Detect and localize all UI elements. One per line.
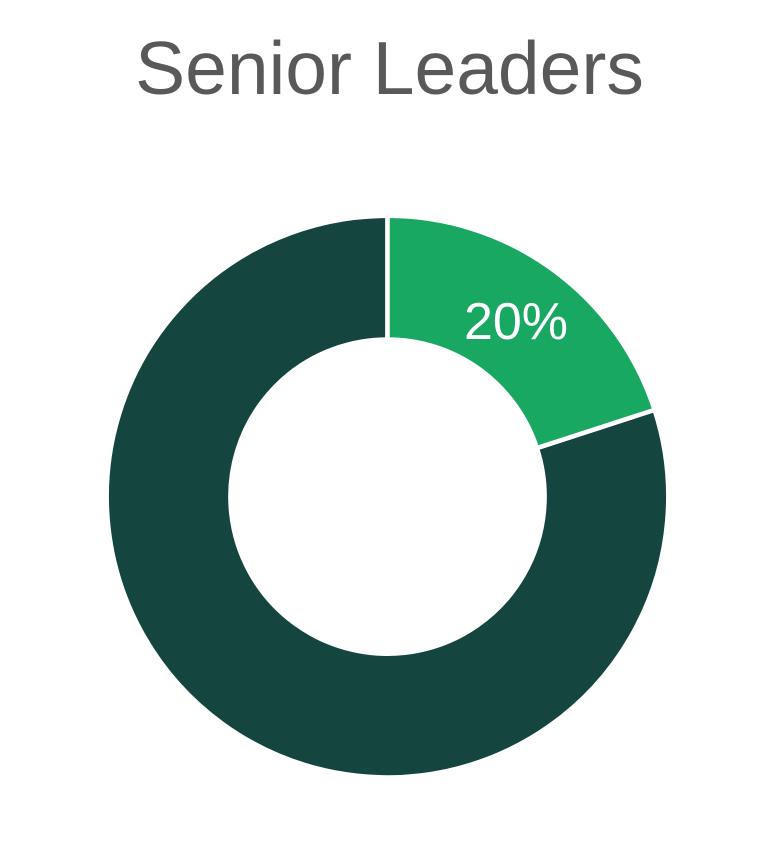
svg-text:20%: 20%	[464, 293, 568, 351]
